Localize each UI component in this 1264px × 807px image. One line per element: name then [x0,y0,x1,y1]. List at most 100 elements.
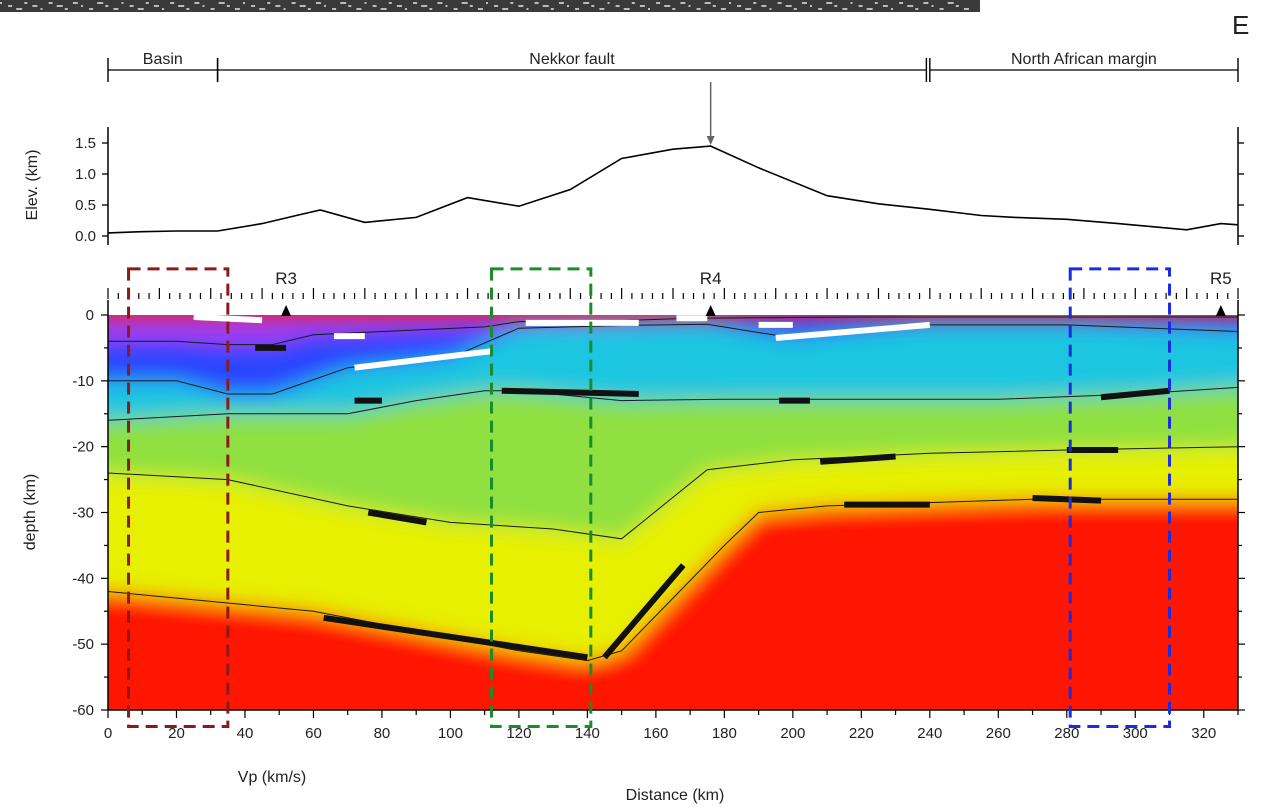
station-marker: R4 [700,269,722,316]
header-band-stripe [712,5,716,7]
header-band-stripe [32,5,38,7]
header-band-stripe [348,5,352,7]
header-band-stripe [785,5,792,7]
header-band-stripe [899,2,904,4]
header-band-stripe [324,5,326,7]
fault-pointer-arrowhead [706,136,715,145]
header-band-stripe [769,8,772,10]
header-band-stripe [615,5,620,7]
header-band-stripe [672,8,676,10]
header-band-stripe [842,8,848,10]
distance-tick-label: 180 [712,725,737,742]
region-bracket: North African margin [929,51,1239,82]
station-label: R5 [1210,269,1232,288]
header-band-stripe [461,2,468,4]
header-band-stripe [0,2,2,4]
header-band-stripe [931,5,934,7]
header-band-stripe [923,2,929,4]
header-band-stripe [372,5,377,7]
header-band-stripe [251,5,256,7]
black-reflectors [255,344,1170,661]
header-band-stripe [307,8,311,10]
header-band-stripe [81,5,83,7]
highlight-boxes [127,267,1172,728]
elevation-tick-label: 1.5 [75,135,96,152]
elevation-profile-line [107,145,1239,234]
header-band-stripe [882,5,888,7]
elevation-tick-label: 0.5 [75,197,96,214]
header-band-stripe [704,2,711,4]
header-band-stripe [332,8,337,10]
depth-tick-label: -10 [72,373,94,390]
distance-tick-label: 140 [575,725,600,742]
header-band-stripe [445,5,448,7]
velocity-layer [108,499,1238,710]
section-axes: 0 -10 -20 -30 -40 -50 -60 0 20 40 60 80 100 120 140 160… [72,300,1245,742]
elevation-tick-label: 1.0 [75,166,96,183]
header-band-stripe [558,2,564,4]
header-band-stripe [405,8,407,10]
distance-tick-label: 220 [849,725,874,742]
header-band-stripe [542,5,549,7]
black-reflector [820,453,896,465]
station-label: R4 [700,269,722,288]
depth-tick-label: -30 [72,505,94,522]
header-band-stripe [429,8,433,10]
header-band-stripe [502,8,509,10]
elevation-tick-label: 0.0 [75,228,96,245]
header-band-stripe [874,2,878,4]
depth-axis-title: depth (km) [22,474,39,550]
distance-tick-label: 200 [780,725,805,742]
header-band-stripe [469,5,473,7]
header-band-stripe [939,8,944,10]
header-band-stripe [818,8,823,10]
header-band-stripe [631,2,635,4]
header-band-stripe [234,8,240,10]
header-band-stripe [477,8,483,10]
header-band-stripe [866,8,873,10]
region-bracket: Nekkor fault [216,51,928,82]
header-band-stripe [850,2,853,4]
header-band-stripe [777,2,782,4]
header-band-stripe [680,2,686,4]
region-label: Basin [143,51,183,68]
header-band-stripe [907,5,914,7]
header-band-stripe [72,2,78,4]
header-band-stripe [567,5,569,7]
header-band-stripe [24,2,28,4]
region-brackets: Basin Nekkor fault North African margin [107,51,1239,82]
header-band-stripe [753,2,757,4]
header-band-stripe [186,8,190,10]
highlight-box [1068,267,1172,728]
header-band-stripe [526,8,529,10]
header-band-stripe [16,8,23,10]
depth-tick-label: -20 [72,439,94,456]
header-band-stripe [356,8,362,10]
header-band-stripe [129,5,134,7]
header-band-stripe [826,2,833,4]
header-band-stripe [437,2,443,4]
header-band-stripe [623,8,630,10]
header-band-stripe [963,8,969,10]
station-triangle [1215,305,1226,316]
black-reflector [602,563,686,660]
header-band-stripe [364,2,367,4]
header-band-stripe [720,8,726,10]
elevation-chart: 0.0 0.5 1.0 1.5 Elev. (km) [24,127,1244,245]
black-reflector [323,614,588,661]
white-reflectors [193,315,931,371]
layer-boundary [108,386,1238,421]
header-band-stripe [145,2,149,4]
header-band-stripe [834,5,838,7]
depth-tick-label: -40 [72,570,94,587]
region-bracket: Basin [107,51,219,82]
header-band-stripe [453,8,458,10]
header-band-stripe [583,2,590,4]
header-band-stripe [105,5,109,7]
header-band-stripe [510,2,514,4]
header-band-stripe [178,5,185,7]
colorbar-label: Vp (km/s) [238,769,306,786]
region-label: North African margin [1011,51,1157,68]
header-band-stripe [291,2,296,4]
header-band [0,0,980,12]
